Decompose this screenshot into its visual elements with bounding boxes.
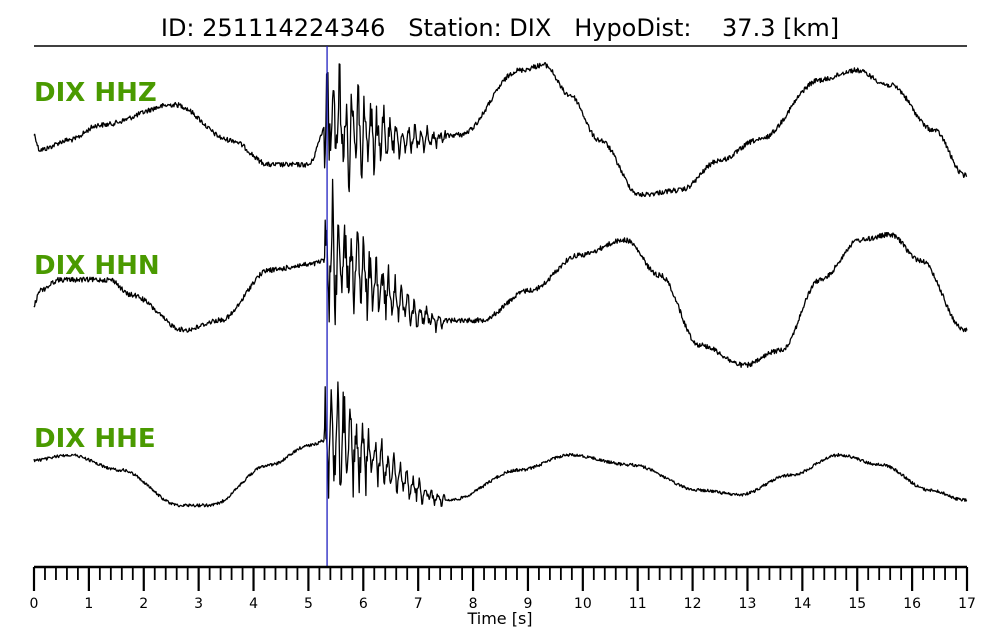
x-tick-label: 3 <box>194 596 203 612</box>
x-tick-label: 7 <box>414 596 423 612</box>
x-axis-label: Time [s] <box>466 609 532 628</box>
x-tick-label: 10 <box>574 596 592 612</box>
x-tick-label: 5 <box>304 596 313 612</box>
traces <box>33 62 968 508</box>
x-tick-label: 9 <box>523 596 532 612</box>
trace-label-hhe: DIX HHE <box>34 424 156 454</box>
trace-dix-hhz <box>33 62 968 198</box>
x-tick-label: 0 <box>30 596 39 612</box>
x-tick-label: 15 <box>848 596 866 612</box>
x-tick-label: 14 <box>793 596 811 612</box>
x-tick-label: 17 <box>958 596 976 612</box>
x-tick-label: 8 <box>469 596 478 612</box>
trace-label-hhz: DIX HHZ <box>34 78 157 108</box>
x-tick-label: 2 <box>139 596 148 612</box>
trace-labels: DIX HHZ DIX HHN DIX HHE <box>34 78 160 454</box>
trace-dix-hhe <box>33 381 968 508</box>
x-axis <box>32 565 969 591</box>
chart-title: ID: 251114224346 Station: DIX HypoDist: … <box>161 14 839 42</box>
x-tick-label: 11 <box>629 596 647 612</box>
trace-label-hhn: DIX HHN <box>34 251 160 281</box>
trace-dix-hhn <box>33 178 968 368</box>
x-tick-label: 12 <box>684 596 702 612</box>
x-tick-label: 16 <box>903 596 921 612</box>
x-tick-label: 6 <box>359 596 368 612</box>
x-tick-label: 1 <box>84 596 93 612</box>
x-tick-labels: 0 1 2 3 4 5 6 7 8 9 10 11 12 13 14 15 16 17 <box>30 596 976 612</box>
x-tick-label: 4 <box>249 596 258 612</box>
x-tick-label: 13 <box>739 596 757 612</box>
